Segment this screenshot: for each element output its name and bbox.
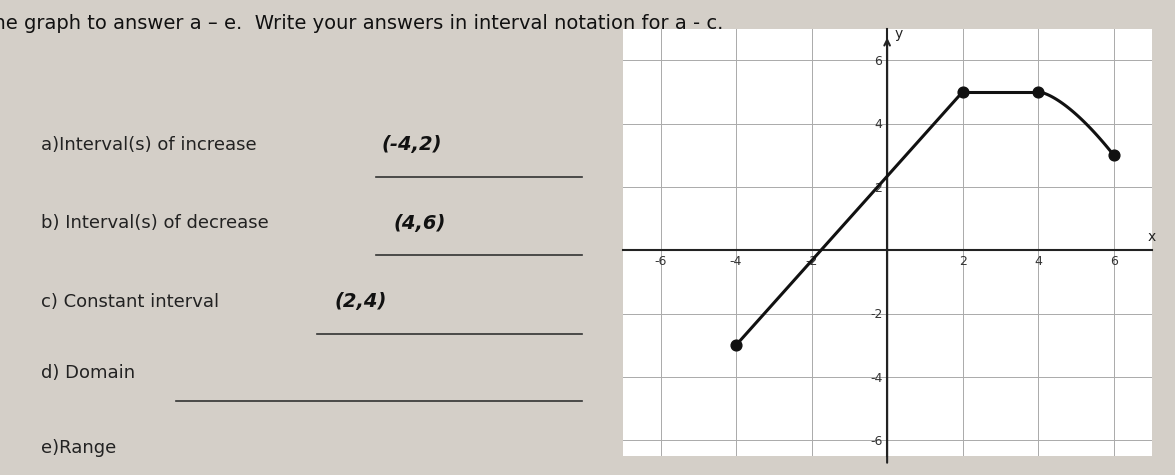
Text: a)Interval(s) of increase: a)Interval(s) of increase xyxy=(41,136,268,154)
Text: (4,6): (4,6) xyxy=(394,214,446,233)
Text: e)Range: e)Range xyxy=(41,439,128,456)
Text: c) Constant interval: c) Constant interval xyxy=(41,293,230,311)
Text: y: y xyxy=(894,27,902,41)
Text: x: x xyxy=(1148,230,1156,244)
Point xyxy=(726,342,745,349)
Text: (2,4): (2,4) xyxy=(335,292,388,311)
Point xyxy=(1029,88,1048,95)
Text: d) Domain: d) Domain xyxy=(41,364,147,382)
Point xyxy=(953,88,972,95)
Text: 2.  Use the graph to answer a – e.  Write your answers in interval notation for : 2. Use the graph to answer a – e. Write … xyxy=(0,14,723,33)
Point xyxy=(1104,152,1123,159)
Text: (-4,2): (-4,2) xyxy=(382,135,442,154)
Text: b) Interval(s) of decrease: b) Interval(s) of decrease xyxy=(41,214,281,232)
